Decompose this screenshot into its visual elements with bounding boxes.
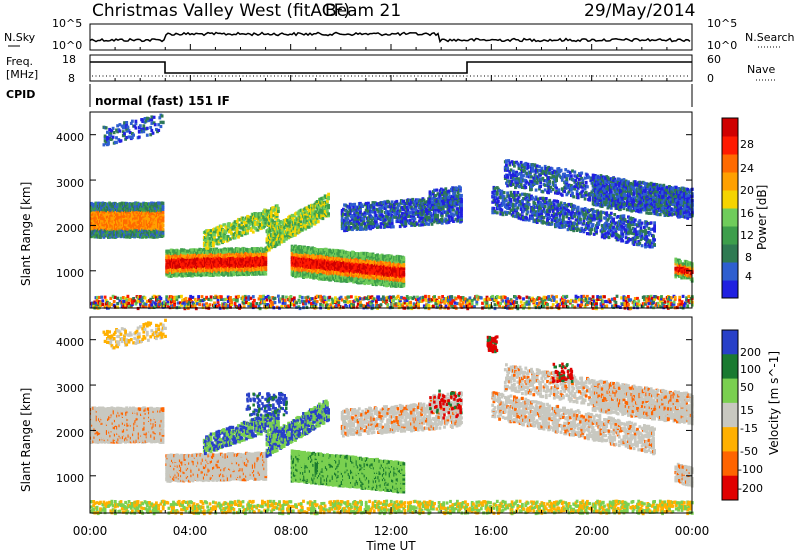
data-cell bbox=[161, 229, 165, 233]
data-cell bbox=[327, 212, 330, 216]
data-cell bbox=[161, 223, 165, 227]
data-cell bbox=[402, 277, 406, 281]
nave-tick-bottom: 0 bbox=[707, 72, 714, 85]
data-cell bbox=[327, 204, 330, 208]
data-cell bbox=[390, 218, 394, 222]
freq-label: Freq. bbox=[6, 55, 33, 68]
data-cell bbox=[264, 267, 268, 271]
nsky-tick-bottom: 10^0 bbox=[52, 39, 82, 52]
data-cell bbox=[277, 206, 280, 210]
data-cell bbox=[413, 217, 417, 221]
data-cell bbox=[161, 231, 165, 235]
power-data bbox=[90, 113, 694, 311]
nsearch-label: N.Search bbox=[745, 31, 795, 44]
cpid-value: normal (fast) 151 IF bbox=[95, 94, 230, 108]
data-cell bbox=[161, 210, 165, 214]
nsearch-tick-top: 10^5 bbox=[707, 17, 737, 30]
nsky-label: N.Sky bbox=[4, 31, 36, 44]
nsky-series bbox=[89, 31, 691, 44]
nsearch-tick-bottom: 10^0 bbox=[707, 39, 737, 52]
data-cell bbox=[316, 220, 320, 224]
nsky-panel: N.Sky 10^5 10^0 10^5 10^0 N.Search bbox=[4, 17, 795, 52]
freq-unit: [MHz] bbox=[6, 68, 38, 81]
freq-tick-top: 18 bbox=[62, 53, 76, 66]
data-cell bbox=[251, 230, 255, 234]
beam-title: Beam 21 bbox=[325, 1, 401, 21]
power-panel: Slant Range [km] 4000 3000 2000 1000 bbox=[19, 111, 694, 311]
station-title: Christmas Valley West (fitACF) bbox=[92, 1, 350, 21]
data-cell bbox=[321, 216, 325, 221]
data-cell bbox=[380, 209, 384, 213]
data-cell bbox=[277, 209, 280, 213]
data-cell bbox=[402, 256, 406, 260]
data-cell bbox=[327, 192, 330, 196]
nave-tick-top: 60 bbox=[707, 53, 721, 66]
data-cell bbox=[390, 221, 394, 225]
data-cell bbox=[402, 262, 406, 267]
data-cell bbox=[161, 204, 165, 208]
data-cell bbox=[168, 262, 172, 266]
freq-tick-bottom: 8 bbox=[68, 72, 75, 85]
data-cell bbox=[327, 195, 330, 200]
date-title: 29/May/2014 bbox=[584, 1, 696, 21]
freq-series bbox=[90, 61, 692, 74]
data-cell bbox=[161, 218, 165, 222]
data-cell bbox=[391, 225, 395, 229]
data-cell bbox=[150, 213, 153, 217]
nave-label: Nave bbox=[747, 63, 775, 76]
data-cell bbox=[402, 271, 406, 275]
data-cell bbox=[161, 207, 165, 211]
data-cell bbox=[161, 201, 165, 205]
data-cell bbox=[264, 272, 268, 276]
data-cell bbox=[161, 213, 165, 217]
freq-panel: Freq. [MHz] 18 8 60 0 Nave bbox=[6, 53, 776, 85]
data-cell bbox=[374, 220, 378, 224]
data-cell bbox=[395, 199, 399, 204]
nsky-tick-top: 10^5 bbox=[52, 17, 82, 30]
data-cell bbox=[161, 227, 165, 231]
data-cell bbox=[379, 225, 383, 229]
cpid-label: CPID bbox=[6, 88, 35, 101]
